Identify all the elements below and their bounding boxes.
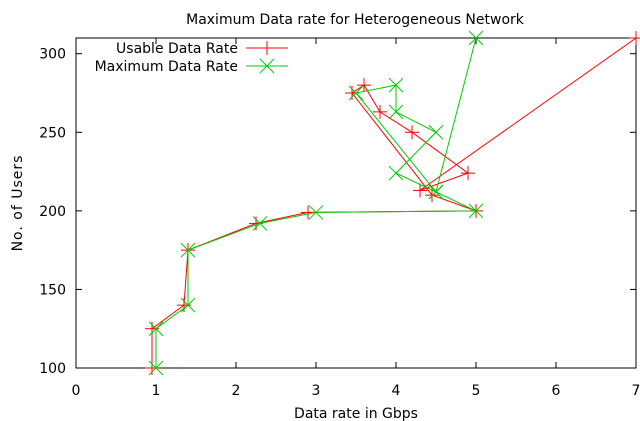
series-2-point: [348, 85, 364, 101]
legend: Usable Data Rate Maximum Data Rate: [95, 41, 288, 75]
series-2-point: [428, 124, 444, 140]
series-2-point: [388, 104, 404, 120]
y-tick-label: 250: [39, 125, 66, 141]
y-axis-label: No. of Users: [10, 155, 26, 252]
series-1-point: [413, 183, 427, 198]
series-2-point: [468, 30, 484, 46]
series-2-point: [180, 242, 196, 258]
series-2-point: [428, 184, 444, 200]
x-tick-label: 6: [552, 383, 561, 399]
series-2-point: [388, 165, 404, 181]
series-1-point: [301, 205, 315, 220]
series-1-point: [405, 125, 419, 140]
series-1-point: [177, 298, 191, 313]
x-tick-label: 2: [232, 383, 241, 399]
x-tick-label: 5: [472, 383, 481, 399]
series-1-point: [145, 321, 159, 336]
legend-label: Usable Data Rate: [116, 41, 238, 57]
series-2-point: [468, 203, 484, 219]
series-2-point: [252, 216, 268, 231]
series-layer: [145, 30, 640, 376]
x-tick-label: 7: [632, 383, 640, 399]
y-tick-label: 150: [39, 282, 66, 298]
axis-ticks: 0 1 2 3 4 5 6 7 100 150 200 250 300: [39, 38, 640, 399]
y-tick-label: 300: [39, 47, 66, 63]
series-1-point: [373, 104, 387, 119]
x-tick-label: 1: [152, 383, 161, 399]
legend-marker: [259, 58, 275, 74]
series-2-point: [388, 77, 404, 93]
legend-label: Maximum Data Rate: [95, 59, 238, 75]
x-tick-label: 4: [392, 383, 401, 399]
legend-marker: [260, 41, 274, 55]
chart-title: Maximum Data rate for Heterogeneous Netw…: [186, 12, 525, 28]
y-tick-label: 200: [39, 204, 66, 220]
series-2-point: [148, 321, 164, 337]
series-2-point: [148, 360, 164, 376]
series-2-point: [180, 297, 196, 313]
y-tick-label: 100: [39, 361, 66, 377]
plot-frame: [75, 37, 637, 369]
x-axis-label: Data rate in Gbps: [294, 406, 418, 421]
x-tick-label: 0: [72, 383, 81, 399]
series-1-point: [145, 361, 159, 375]
series-line-2: [155, 37, 477, 368]
series-1-point: [629, 31, 640, 45]
x-tick-label: 3: [312, 383, 321, 399]
series-1-point: [461, 166, 475, 181]
series-1-point: [357, 78, 371, 93]
series-2-point: [308, 205, 324, 220]
